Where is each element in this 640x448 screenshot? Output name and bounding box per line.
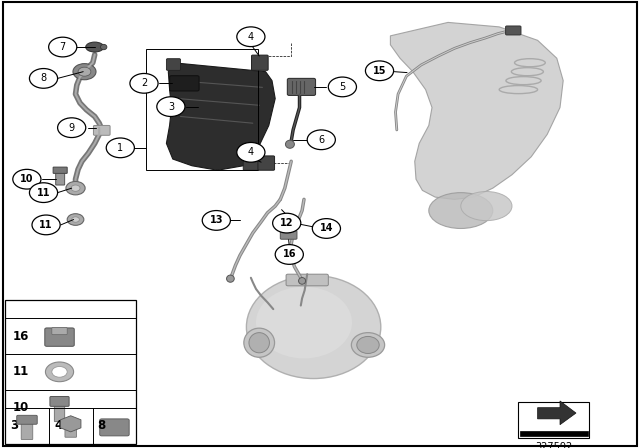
Circle shape [328, 77, 356, 97]
Ellipse shape [357, 336, 380, 353]
FancyBboxPatch shape [65, 424, 77, 437]
Bar [520, 431, 588, 436]
Circle shape [237, 142, 265, 162]
FancyBboxPatch shape [506, 26, 521, 35]
Text: 11: 11 [39, 220, 53, 230]
Circle shape [72, 217, 79, 222]
Text: 12: 12 [280, 218, 294, 228]
FancyBboxPatch shape [286, 274, 328, 286]
Ellipse shape [86, 42, 104, 52]
Text: 5: 5 [339, 82, 346, 92]
Polygon shape [538, 401, 576, 425]
Circle shape [13, 169, 41, 189]
Circle shape [78, 67, 91, 76]
Circle shape [52, 366, 67, 377]
FancyBboxPatch shape [243, 159, 259, 170]
FancyBboxPatch shape [45, 328, 74, 346]
Text: 9: 9 [68, 123, 75, 133]
Circle shape [29, 183, 58, 202]
Ellipse shape [100, 44, 107, 50]
Ellipse shape [249, 332, 269, 353]
Circle shape [275, 245, 303, 264]
Ellipse shape [285, 140, 294, 148]
Circle shape [29, 69, 58, 88]
FancyBboxPatch shape [287, 78, 316, 95]
Circle shape [73, 64, 96, 80]
Text: 14: 14 [319, 224, 333, 233]
FancyBboxPatch shape [50, 396, 69, 406]
FancyBboxPatch shape [53, 167, 67, 173]
Circle shape [58, 118, 86, 138]
FancyBboxPatch shape [252, 55, 268, 70]
Circle shape [202, 211, 230, 230]
FancyBboxPatch shape [54, 404, 65, 422]
FancyBboxPatch shape [170, 76, 199, 91]
FancyBboxPatch shape [166, 59, 180, 70]
FancyBboxPatch shape [17, 415, 37, 424]
Circle shape [32, 215, 60, 235]
Text: 4: 4 [248, 32, 254, 42]
Text: 3: 3 [10, 419, 19, 432]
Circle shape [106, 138, 134, 158]
FancyBboxPatch shape [280, 231, 297, 239]
Ellipse shape [461, 192, 512, 221]
Circle shape [157, 97, 185, 116]
Text: 15: 15 [372, 66, 387, 76]
Text: 16: 16 [282, 250, 296, 259]
Circle shape [71, 185, 80, 191]
Ellipse shape [351, 332, 385, 358]
Text: 4: 4 [54, 419, 62, 432]
Circle shape [273, 213, 301, 233]
Ellipse shape [246, 276, 381, 379]
Ellipse shape [244, 328, 275, 358]
Text: 1: 1 [117, 143, 124, 153]
FancyBboxPatch shape [21, 422, 33, 439]
Bar [518, 402, 589, 438]
FancyBboxPatch shape [52, 327, 67, 335]
FancyBboxPatch shape [258, 156, 275, 170]
Text: 2: 2 [141, 78, 147, 88]
Text: 13: 13 [209, 215, 223, 225]
Text: 11: 11 [36, 188, 51, 198]
Text: 7: 7 [60, 42, 66, 52]
Ellipse shape [298, 277, 306, 284]
Polygon shape [61, 416, 81, 432]
FancyBboxPatch shape [56, 171, 65, 185]
Polygon shape [390, 22, 563, 199]
Polygon shape [166, 63, 275, 170]
Text: 4: 4 [248, 147, 254, 157]
Text: 16: 16 [13, 329, 29, 343]
Text: 6: 6 [318, 135, 324, 145]
Text: 3: 3 [168, 102, 174, 112]
Ellipse shape [256, 287, 352, 358]
Circle shape [45, 362, 74, 382]
Circle shape [365, 61, 394, 81]
Bar [146, 49, 258, 170]
Text: 10: 10 [20, 174, 34, 184]
Circle shape [237, 27, 265, 47]
Text: 8: 8 [98, 419, 106, 432]
Circle shape [130, 73, 158, 93]
Ellipse shape [429, 193, 493, 228]
Text: 11: 11 [13, 365, 29, 379]
Circle shape [67, 214, 84, 225]
Bar [5, 300, 136, 444]
Circle shape [49, 37, 77, 57]
Circle shape [312, 219, 340, 238]
Circle shape [66, 181, 85, 195]
Circle shape [307, 130, 335, 150]
Text: 327592: 327592 [535, 442, 572, 448]
Ellipse shape [227, 275, 234, 282]
FancyBboxPatch shape [93, 125, 110, 135]
Text: 10: 10 [13, 401, 29, 414]
Text: 8: 8 [40, 73, 47, 83]
FancyBboxPatch shape [100, 419, 129, 436]
